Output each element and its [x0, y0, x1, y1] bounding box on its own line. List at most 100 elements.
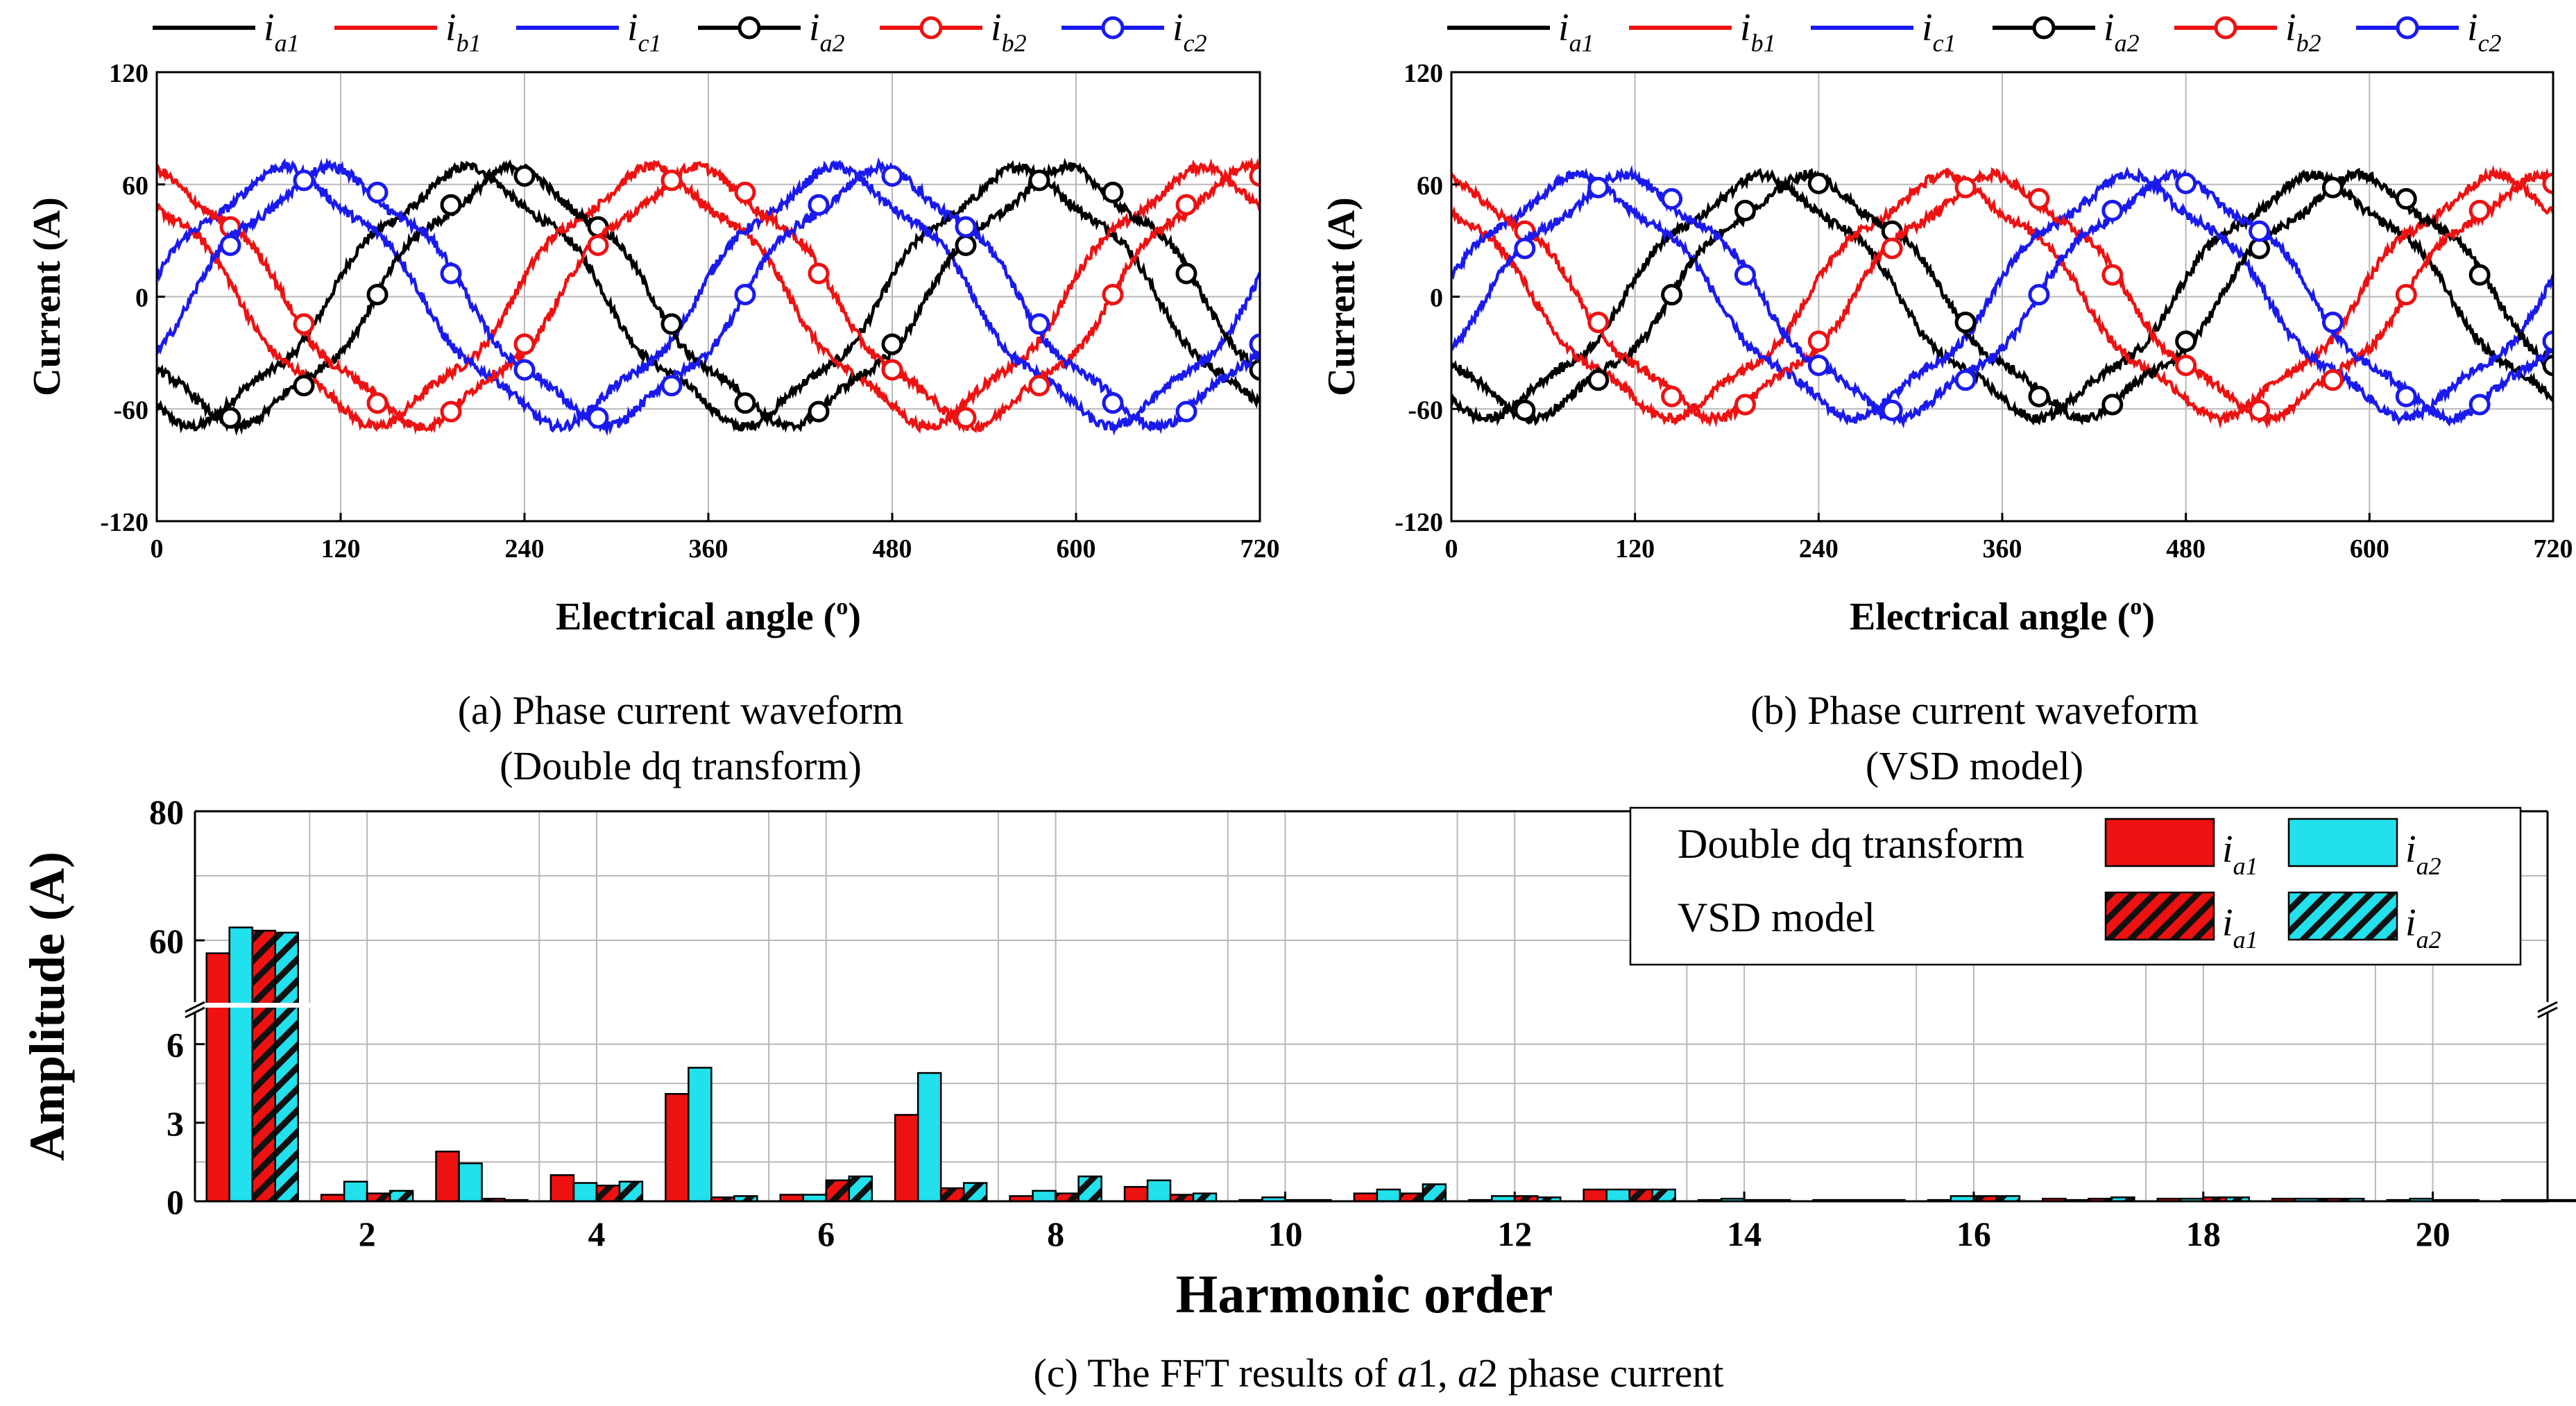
series-marker-ic2 — [2542, 330, 2553, 353]
series-marker-ia2 — [1734, 199, 1756, 221]
bar-vsd-ia1 — [595, 1185, 621, 1203]
series-marker-ic2 — [808, 194, 830, 216]
series-marker-ib2 — [440, 400, 462, 423]
legend-row-label: Double dq transform — [1678, 821, 2024, 867]
series-line-ib1 — [1451, 164, 2553, 430]
series-marker-ib2 — [808, 262, 830, 285]
legend-label: ia1 — [264, 6, 300, 57]
caption-line-2: (Double dq transform) — [500, 743, 862, 788]
waveform-panel-b: 0 120 240 360 480 600 720 -120 -60 0 60 120 Electric… — [1320, 6, 2573, 788]
legend-subscript: b2 — [2296, 29, 2321, 57]
legend-label: ib2 — [2285, 6, 2321, 57]
legend-swatch-marker — [2032, 16, 2056, 40]
x-tick-label: 4 — [588, 1214, 605, 1253]
legend-label: ia2 — [809, 6, 845, 57]
legend-symbol: i — [2285, 6, 2296, 49]
waveform-legend: ia1 ib1 ic1 ia2 ib2 ic2 — [1447, 6, 2502, 57]
series-line-ib2 — [1451, 167, 2553, 430]
series-line-ic2 — [1451, 164, 2553, 429]
series-line-ia2 — [157, 158, 1260, 437]
x-tick-label: 12 — [1497, 1214, 1532, 1253]
bar-dq-ia1 — [435, 1151, 460, 1203]
series-marker-ia2 — [1102, 181, 1124, 203]
y-tick-label: 60 — [1417, 171, 1443, 201]
legend-item-symbol: i — [2222, 901, 2233, 945]
series-marker-ic2 — [440, 262, 462, 285]
legend-label: ic2 — [1172, 6, 1207, 57]
x-tick-label: 600 — [2350, 534, 2389, 564]
legend-item-label: ia2 — [2405, 828, 2441, 880]
caption-part: a — [1397, 1350, 1417, 1396]
series-line-ic2 — [157, 157, 1260, 437]
series-marker-ib2 — [2249, 399, 2271, 421]
x-tick-label: 18 — [2186, 1214, 2221, 1253]
x-axis-label-text: Electrical angle ( — [1850, 595, 2130, 638]
x-axis-label: Harmonic order — [1176, 1264, 1553, 1324]
x-tick-label: 2 — [359, 1214, 376, 1253]
x-tick-label: 720 — [2534, 534, 2573, 564]
legend-item-subscript: a2 — [2416, 926, 2441, 954]
legend-subscript: c2 — [2478, 29, 2502, 57]
x-tick-label: 360 — [1983, 534, 2022, 564]
x-axis-label-sup: o — [2130, 594, 2142, 620]
bar-vsd-ia1 — [1628, 1188, 1653, 1203]
series-marker-ib2 — [2395, 284, 2417, 306]
bar-dq-ia1 — [665, 1093, 690, 1203]
series-marker-ia2 — [366, 283, 389, 305]
x-tick-label: 14 — [1727, 1214, 1762, 1253]
series-marker-ia2 — [293, 375, 315, 397]
series-marker-ib2 — [2321, 369, 2344, 391]
legend-swatch-marker — [2214, 16, 2237, 40]
axis-break-gap — [189, 1003, 314, 1008]
bar-dq-ia2 — [343, 1180, 368, 1203]
series-marker-ic2 — [1734, 264, 1756, 286]
legend-item-label: ia2 — [2405, 901, 2441, 954]
bar-vsd-ia2 — [1651, 1188, 1676, 1203]
caption-part: (c) The FFT results of — [1034, 1350, 1398, 1396]
series-marker-ib2 — [881, 359, 903, 381]
series-marker-ib2 — [587, 234, 609, 256]
series-marker-ic2 — [1881, 399, 1903, 421]
bar-vsd-ia1 — [939, 1187, 965, 1203]
bar-dq-ia2 — [1146, 1179, 1172, 1203]
legend-item-label: ia1 — [2222, 828, 2258, 880]
series-marker-ic2 — [2028, 284, 2050, 306]
bar-dq-ia2 — [1605, 1188, 1630, 1203]
caption-part: a — [1458, 1350, 1478, 1396]
series-marker-ic2 — [734, 283, 756, 305]
series-marker-ia2 — [2321, 176, 2344, 198]
waveform-legend: ia1 ib1 ic1 ia2 ib2 ic2 — [153, 6, 1207, 57]
series-marker-ib2 — [1661, 385, 1683, 407]
series-marker-ib2 — [1881, 237, 1903, 260]
y-axis-label: Current (A) — [26, 197, 69, 396]
legend-label: ia2 — [2104, 6, 2140, 57]
legend-label: ia1 — [1558, 6, 1594, 57]
series-line-ia1 — [1451, 168, 2553, 426]
series-marker-ic2 — [1661, 188, 1683, 210]
bar-dq-ia2 — [572, 1182, 598, 1203]
bar-dq-ia2 — [1032, 1189, 1057, 1203]
series-marker-ib2 — [366, 392, 389, 414]
series-marker-ia2 — [2395, 188, 2417, 210]
legend-symbol: i — [1558, 6, 1569, 49]
series-marker-ia2 — [1028, 169, 1050, 192]
y-tick-label: 3 — [167, 1104, 184, 1143]
bar-dq-ia1 — [894, 1114, 919, 1203]
legend-swatch-marker — [2396, 16, 2419, 40]
y-tick-label: 80 — [149, 793, 184, 831]
legend-symbol: i — [445, 6, 457, 49]
legend-subscript: b2 — [1002, 29, 1027, 57]
series-marker-ib2 — [1954, 176, 1977, 198]
y-tick-label: 0 — [135, 284, 148, 313]
legend-swatch-marker — [1101, 16, 1125, 40]
series-marker-ic2 — [1807, 354, 1829, 376]
series-line-ic1 — [157, 158, 1260, 436]
series-line-ia2 — [1451, 167, 2553, 426]
x-tick-label: 720 — [1240, 534, 1280, 564]
fft-panel: 2 4 6 8 10 12 14 16 18 20 0 3 6 60 80 Harmonic order Amp… — [19, 793, 2576, 1396]
series-marker-ib2 — [955, 407, 977, 429]
legend-symbol: i — [2104, 6, 2115, 49]
legend-label: ic1 — [627, 6, 662, 57]
bar-vsd-ia1 — [1055, 1192, 1080, 1203]
bar-dq-ia1 — [1123, 1185, 1149, 1203]
